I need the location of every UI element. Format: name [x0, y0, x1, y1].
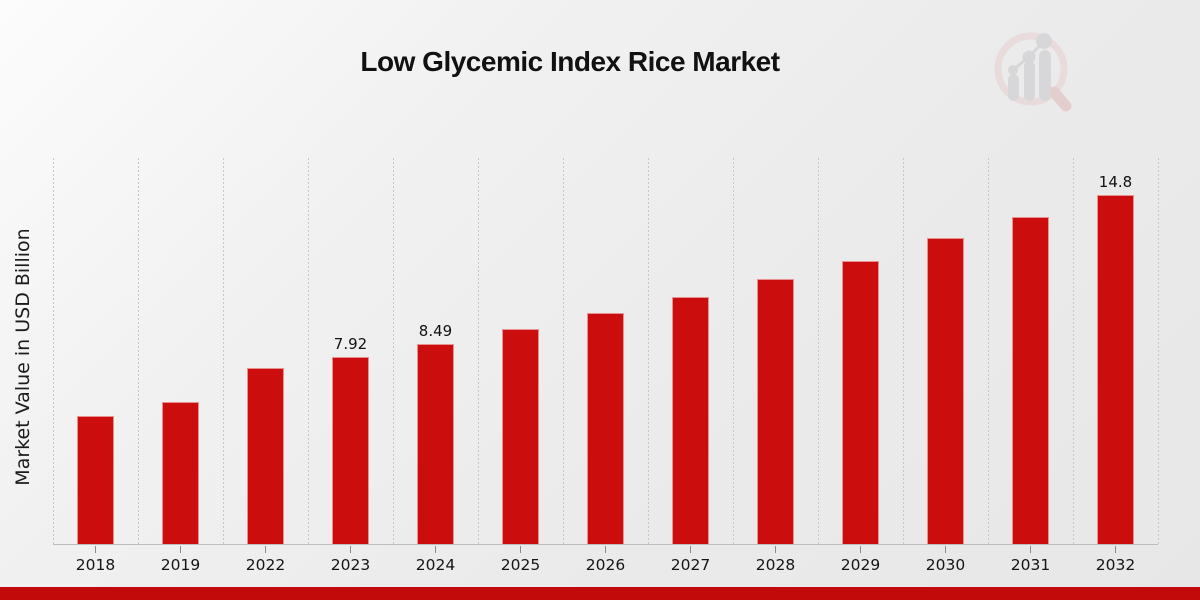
gridline	[732, 158, 734, 544]
bar-2023	[332, 357, 369, 544]
bar-2022	[247, 368, 284, 544]
x-axis-label-2019: 2019	[160, 556, 201, 574]
x-axis-label-2018: 2018	[75, 556, 116, 574]
x-axis-tick	[350, 546, 351, 553]
x-axis-tick	[1030, 546, 1031, 553]
gridline	[222, 158, 224, 544]
bar-2027	[672, 297, 709, 544]
gridline	[137, 158, 139, 544]
x-axis-tick	[95, 546, 96, 553]
x-axis-label-2030: 2030	[925, 556, 966, 574]
gridline	[647, 158, 649, 544]
bar-2024	[417, 344, 454, 544]
gridline	[987, 158, 989, 544]
magnifier-handle	[1048, 86, 1072, 112]
x-axis-label-2025: 2025	[500, 556, 541, 574]
x-axis-label-2031: 2031	[1010, 556, 1051, 574]
x-axis-label-2023: 2023	[330, 556, 371, 574]
bar-value-label: 7.92	[333, 335, 368, 353]
gridline	[902, 158, 904, 544]
x-axis-tick	[180, 546, 181, 553]
gridline	[1072, 158, 1074, 544]
x-axis-label-2029: 2029	[840, 556, 881, 574]
x-axis-label-2028: 2028	[755, 556, 796, 574]
bar-value-label: 14.8	[1098, 173, 1133, 191]
magnifier-chart-logo-icon	[994, 32, 1072, 112]
x-axis-label-2032: 2032	[1095, 556, 1136, 574]
x-axis-tick	[520, 546, 521, 553]
x-axis-tick	[775, 546, 776, 553]
x-axis-tick	[605, 546, 606, 553]
bar-2026	[587, 313, 624, 544]
bar-2030	[927, 238, 964, 544]
bar-value-label: 8.49	[418, 322, 453, 340]
x-axis-tick	[690, 546, 691, 553]
x-axis-label-2022: 2022	[245, 556, 286, 574]
x-axis-label-2024: 2024	[415, 556, 456, 574]
bar-2028	[757, 279, 794, 544]
x-axis-tick	[435, 546, 436, 553]
x-axis-label-2027: 2027	[670, 556, 711, 574]
bar-2029	[842, 261, 879, 544]
gridline	[477, 158, 479, 544]
gridline	[307, 158, 309, 544]
magnifier-ring	[994, 32, 1068, 106]
x-axis-tick	[860, 546, 861, 553]
bar-2019	[162, 402, 199, 544]
bottom-red-banner	[0, 587, 1200, 600]
x-axis-tick	[945, 546, 946, 553]
x-axis-tick	[1115, 546, 1116, 553]
gridline	[817, 158, 819, 544]
gridline	[562, 158, 564, 544]
gridline	[52, 158, 54, 544]
chart-title: Low Glycemic Index Rice Market	[360, 46, 780, 77]
bar-2018	[77, 416, 114, 544]
x-axis-label-2026: 2026	[585, 556, 626, 574]
plot-area: 2018 2019 2022 7.92 2023 8.49 2024 2025 2026 2027…	[52, 158, 1159, 574]
gridline	[1157, 158, 1159, 544]
bar-2031	[1012, 217, 1049, 544]
x-axis-tick	[265, 546, 266, 553]
bar-2025	[502, 329, 539, 544]
bar-2032	[1097, 195, 1134, 544]
gridline	[392, 158, 394, 544]
y-axis-label: Market Value in USD Billion	[12, 228, 34, 486]
